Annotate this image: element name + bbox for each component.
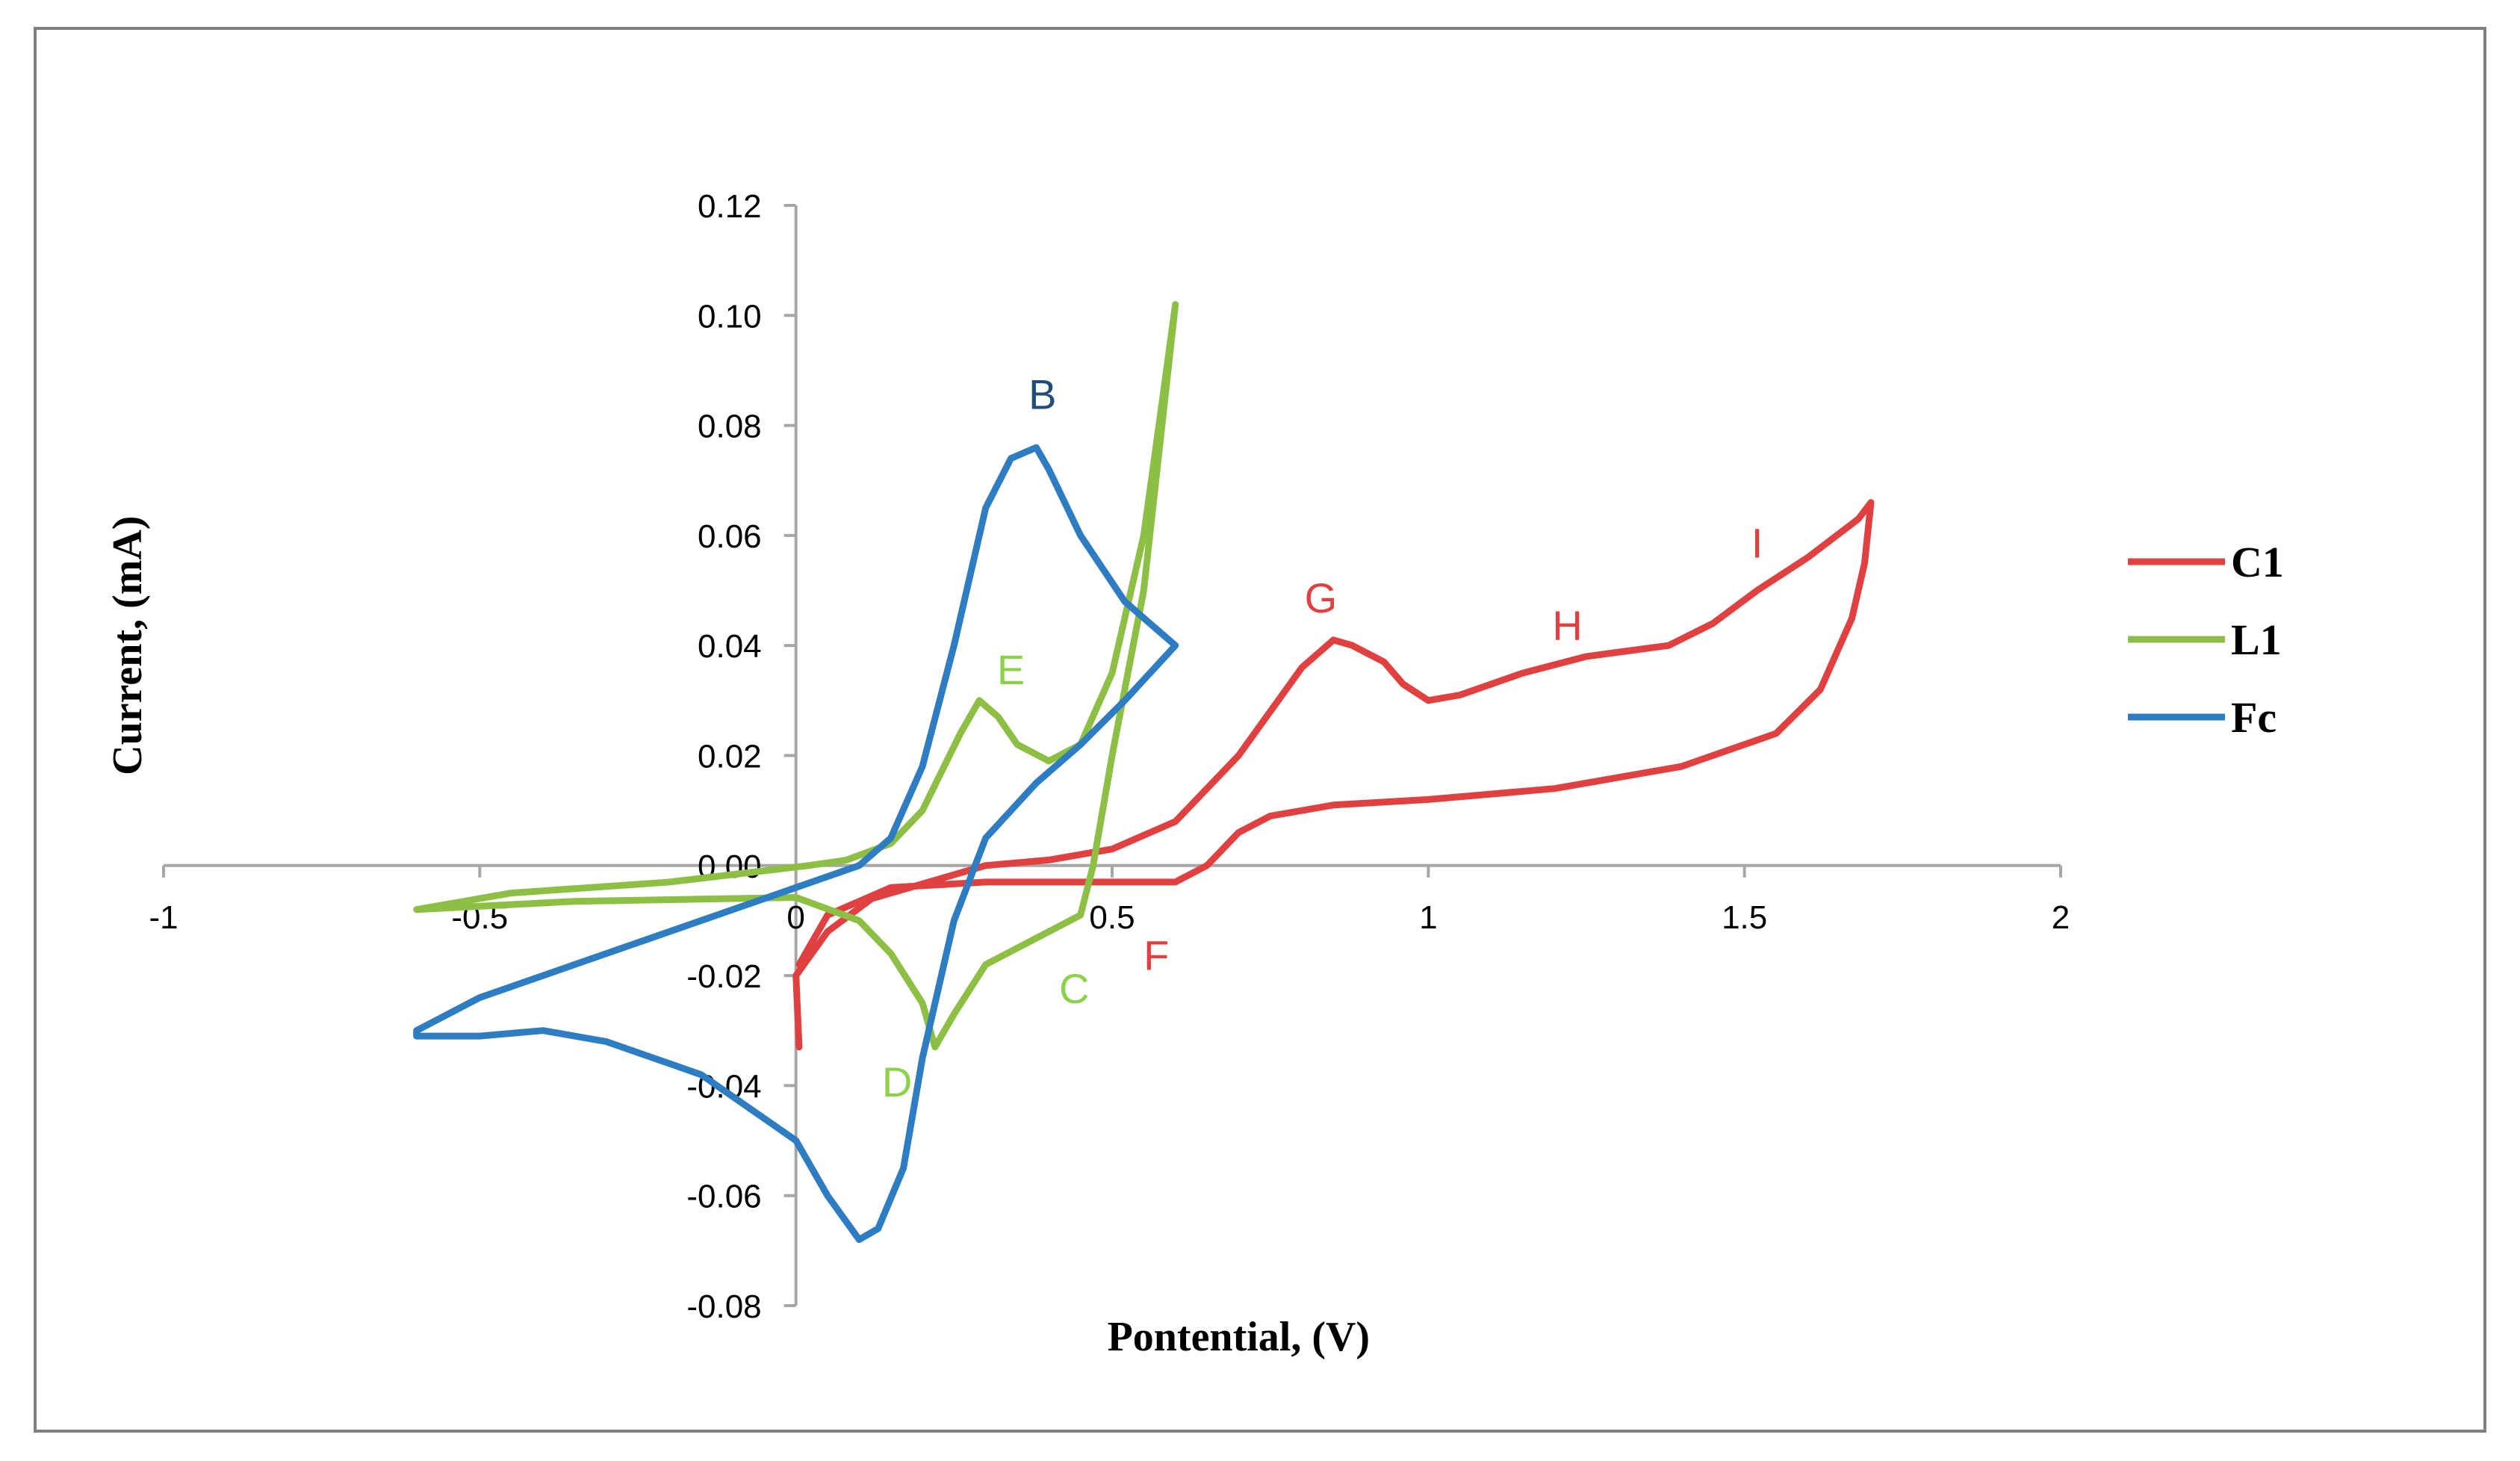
x-axis-title: Pontential, (V) — [1108, 1314, 1371, 1360]
peak-label-h: H — [1552, 602, 1582, 649]
y-tick-label: 0.08 — [698, 409, 762, 445]
x-tick-label: 1.5 — [1722, 899, 1767, 936]
x-ticks: -1 -0.5 0 0.5 1 1.5 2 — [149, 865, 2070, 936]
x-tick-label: 0.5 — [1089, 899, 1135, 936]
legend-label-l1: L1 — [2231, 615, 2282, 664]
peak-label-f: F — [1143, 932, 1169, 979]
y-tick-label: -0.02 — [686, 958, 761, 995]
series-line-fc — [413, 444, 1179, 1244]
y-tick-label: 0.12 — [698, 188, 762, 225]
x-tick-label: 1 — [1419, 899, 1437, 936]
peak-label-c: C — [1059, 965, 1089, 1012]
x-tick-label: -1 — [149, 899, 178, 936]
legend-label-c1: C1 — [2231, 538, 2284, 586]
y-tick-label: 0.10 — [698, 298, 762, 335]
series-lines — [413, 301, 1875, 1244]
peak-label-g: G — [1305, 574, 1338, 621]
y-tick-label: 0.06 — [698, 518, 762, 555]
peak-label-e: E — [997, 646, 1025, 693]
series-line-l1 — [413, 301, 1179, 1051]
x-tick-label: 0 — [786, 899, 804, 936]
peak-label-i: I — [1751, 519, 1763, 566]
y-axis-title: Current, (mA) — [105, 516, 151, 775]
y-tick-label: 0.02 — [698, 739, 762, 775]
legend-label-fc: Fc — [2231, 693, 2277, 742]
y-ticks: 0.120.100.080.060.040.020.00-0.02-0.04-0… — [686, 188, 796, 1325]
peak-label-b: B — [1028, 371, 1056, 418]
y-tick-label: -0.06 — [686, 1179, 761, 1215]
legend: C1 L1 Fc — [2128, 538, 2284, 742]
chart-frame: -1 -0.5 0 0.5 1 1.5 2 0.12 0.10 0.08 0.06 0.04 0.02… — [34, 27, 2486, 1433]
series-line-c1 — [792, 499, 1875, 1051]
y-tick-label: -0.08 — [686, 1288, 761, 1325]
x-tick-label: 2 — [2052, 899, 2070, 936]
y-tick-label: 0.04 — [698, 628, 762, 665]
cyclic-voltammogram-chart: -1 -0.5 0 0.5 1 1.5 2 0.120.100.080.060.040.02… — [105, 188, 2284, 1360]
annotations: B E C D F G H I — [882, 371, 1763, 1106]
peak-label-d: D — [882, 1058, 912, 1105]
